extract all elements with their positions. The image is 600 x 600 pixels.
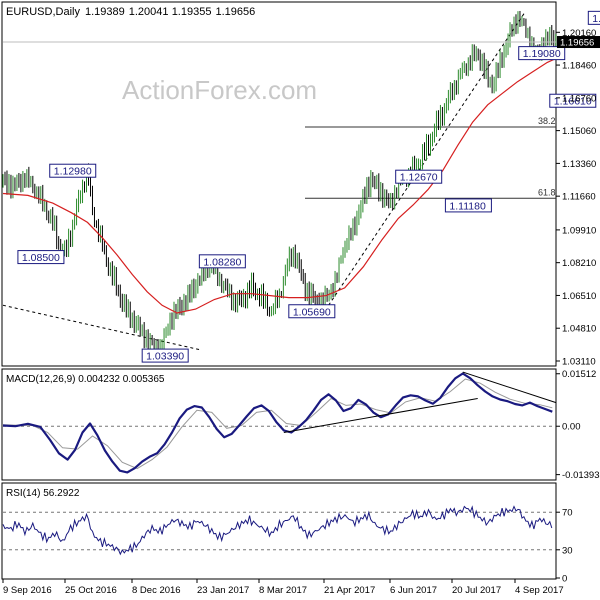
- annotation-box: [49, 163, 97, 178]
- price-annotation: 1.11180: [444, 198, 492, 213]
- x-tick-label: 25 Oct 2016: [65, 585, 117, 596]
- price-annotation: 1.16610: [549, 93, 597, 108]
- price-annotations: 1.12980 1.08500 1.08280 1.03390 1.05690 1.126…: [17, 10, 600, 363]
- x-tick-label: 6 Jun 2017: [390, 585, 437, 596]
- ohlc-high: 1.20041: [129, 6, 169, 18]
- macd-support-trend-line: [283, 397, 478, 433]
- price-annotation: 1.03390: [141, 348, 189, 363]
- fib-level-label: 61.8: [538, 187, 556, 197]
- annotation-box: [549, 93, 597, 108]
- price-y-tick-label: 1.11660: [562, 192, 596, 203]
- x-tick-label: 8 Dec 2016: [132, 585, 181, 596]
- rsi-y-axis: 70 30 0: [556, 508, 573, 585]
- annotation-label: 1.20910: [592, 13, 600, 25]
- price-y-tick-label: 1.03110: [562, 356, 596, 367]
- annotation-label: 1.11180: [449, 200, 486, 212]
- annotation-box: [198, 254, 246, 269]
- ohlc-close: 1.19656: [215, 6, 255, 18]
- annotation-box: [288, 304, 336, 319]
- price-y-tick-label: 1.09910: [562, 225, 596, 236]
- price-y-tick-label: 1.06510: [562, 291, 596, 302]
- annotation-box: [395, 169, 443, 184]
- macd-resistance-trend-line: [462, 371, 557, 404]
- price-annotation: 1.08500: [17, 250, 65, 265]
- annotation-label: 1.12670: [400, 172, 438, 184]
- macd-y-axis: 0.01512 0.00 -0.013938: [556, 369, 600, 481]
- price-y-tick-label: 1.18460: [562, 61, 596, 72]
- price-panel: ActionForex.com EURUSD,Daily 1.19389 1.200…: [1, 1, 600, 367]
- annotation-label: 1.08500: [22, 252, 60, 264]
- fib-levels: 38.2 61.8: [305, 116, 556, 199]
- macd-title: MACD(12,26,9) 0.004232 0.005365: [6, 374, 165, 385]
- annotation-box: [518, 46, 566, 61]
- price-y-tick-label: 1.13360: [562, 159, 596, 170]
- price-annotation: 1.20910: [587, 10, 600, 25]
- annotation-box: [587, 10, 600, 25]
- price-annotation: 1.08280: [198, 254, 246, 269]
- last-price-label: 1.19656: [560, 38, 594, 49]
- macd-trend-lines: [283, 371, 557, 433]
- price-annotation: 1.05690: [288, 304, 336, 319]
- rsi-y-tick-label: 0: [562, 574, 567, 585]
- chart-title: EURUSD,Daily 1.19389 1.20041 1.19355 1.19656: [6, 6, 255, 18]
- rsi-levels: [3, 511, 556, 551]
- x-tick-label: 9 Sep 2016: [3, 585, 52, 596]
- macd-y-tick-label: -0.013938: [562, 470, 600, 481]
- macd-signal-line: [2, 378, 553, 470]
- x-tick-label: 21 Apr 2017: [324, 585, 375, 596]
- annotation-box: [444, 198, 492, 213]
- price-annotation: 1.12980: [49, 163, 97, 178]
- x-axis: 9 Sep 2016 25 Oct 2016 8 Dec 2016 23 Jan 20…: [2, 579, 564, 596]
- annotation-label: 1.19080: [523, 48, 561, 60]
- price-annotation: 1.19080: [518, 46, 566, 61]
- candles: [2, 10, 557, 362]
- annotation-label: 1.08280: [203, 256, 241, 268]
- annotation-label: 1.03390: [146, 351, 184, 363]
- rsi-line: [2, 505, 553, 556]
- watermark: ActionForex.com: [122, 75, 317, 105]
- macd-y-tick-label: 0.00: [562, 422, 581, 433]
- chart-symbol: EURUSD: [6, 6, 53, 18]
- x-tick-label: 8 Mar 2017: [259, 585, 307, 596]
- macd-panel: MACD(12,26,9) 0.004232 0.005365 0.015120…: [1, 368, 600, 481]
- annotation-label: 1.12980: [54, 166, 92, 178]
- rsi-panel: RSI(14) 56.2922 70 30 0: [1, 482, 573, 585]
- annotation-label: 1.16610: [554, 96, 592, 108]
- annotation-box: [141, 348, 189, 363]
- annotation-label: 1.05690: [293, 306, 331, 318]
- ohlc-low: 1.19355: [172, 6, 212, 18]
- price-y-tick-label: 1.16760: [562, 93, 596, 104]
- x-tick-label: 23 Jan 2017: [197, 585, 249, 596]
- last-price-badge: [557, 36, 600, 49]
- macd-y-tick-label: 0.01512: [562, 369, 596, 380]
- price-y-tick-label: 1.15060: [562, 126, 596, 137]
- x-tick-label: 20 Jul 2017: [452, 585, 501, 596]
- chart-timeframe: Daily: [56, 6, 81, 18]
- price-y-tick-label: 1.20160: [562, 28, 596, 39]
- price-y-tick-label: 1.08210: [562, 258, 596, 269]
- annotation-box: [17, 250, 65, 265]
- rsi-title: RSI(14) 56.2922: [6, 488, 80, 499]
- fib-level-label: 38.2: [538, 116, 556, 126]
- price-y-tick-label: 1.04810: [562, 324, 596, 335]
- rsi-y-tick-label: 70: [562, 508, 573, 519]
- moving-average-line: [2, 57, 557, 314]
- price-annotation: 1.12670: [395, 169, 443, 184]
- rsi-series-line: [2, 505, 553, 556]
- x-tick-label: 4 Sep 2017: [515, 585, 564, 596]
- ohlc-open: 1.19389: [85, 6, 125, 18]
- rsi-y-tick-label: 30: [562, 545, 573, 556]
- price-y-axis: 1.20160 1.18460 1.16760 1.15060 1.13360 1.116…: [3, 28, 600, 367]
- moving-average: [2, 57, 557, 314]
